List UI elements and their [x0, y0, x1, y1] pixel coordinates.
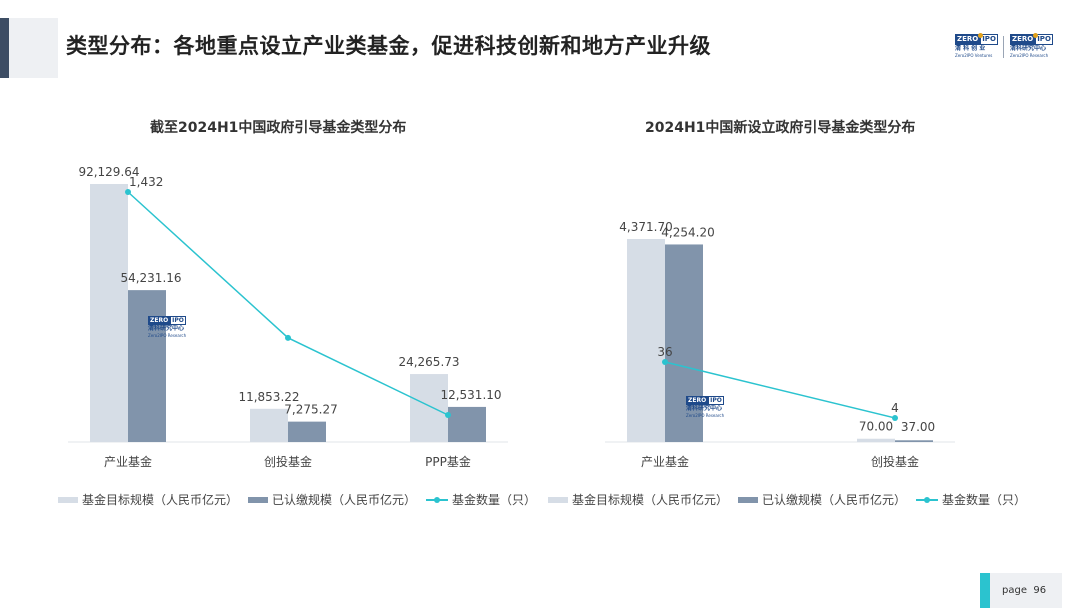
logo-zero-text: ZERO	[955, 34, 981, 45]
data-label-count-0: 1,432	[129, 175, 163, 189]
category-label-2: PPP基金	[425, 454, 471, 469]
legend-line-count	[426, 496, 449, 503]
legend-label-target: 基金目标规模（人民币亿元）	[82, 493, 239, 507]
legend-line-count	[916, 496, 939, 503]
data-label-paid-1: 37.00	[901, 420, 935, 434]
legend-swatch-paid	[248, 496, 269, 503]
count-line	[127, 191, 449, 416]
count-line	[664, 361, 896, 419]
chart-left: 92,129.64 54,231.16 产业基金 11,853.227,275.27 创…	[68, 165, 508, 469]
logo-divider	[1003, 36, 1004, 58]
legend-label-count: 基金数量（只）	[452, 493, 537, 507]
watermark-logo-right: ZERO IPO 清科研究中心 Zero2IPO Research	[686, 396, 726, 422]
watermark-ipo-text: IPO	[708, 396, 724, 405]
data-label-paid-2: 12,531.10	[440, 388, 501, 402]
legend-item-paid: 已认缴规模（人民币亿元）	[248, 491, 416, 508]
logo-cn-text: 清科研究中心	[1010, 45, 1047, 52]
data-label-target-0: 92,129.64	[78, 165, 139, 179]
logo-cn-text: 清 科 创 业	[955, 45, 986, 52]
category-label-0: 产业基金	[104, 454, 152, 469]
bar-paid-0	[665, 244, 703, 442]
category-label-1: 创投基金	[264, 454, 312, 469]
logo-ipo-text: IPO	[1033, 33, 1053, 45]
bar-target-2	[410, 374, 448, 442]
legend-left: 基金目标规模（人民币亿元） 已认缴规模（人民币亿元） 基金数量（只）	[58, 491, 546, 508]
zero2ipo-research-logo: ZERO IPO 清科研究中心 Zero2IPO Research	[1010, 33, 1054, 60]
watermark-logo-left: ZERO IPO 清科研究中心 Zero2IPO Research	[148, 316, 188, 342]
bar-target-0	[90, 184, 128, 442]
legend-item-paid: 已认缴规模（人民币亿元）	[738, 491, 906, 508]
bar-paid-0	[128, 290, 166, 442]
legend-swatch-target	[548, 496, 568, 503]
count-point-0	[125, 189, 131, 195]
legend-swatch-target	[58, 496, 78, 503]
chart-title-right: 2024H1中国新设立政府引导基金类型分布	[645, 120, 916, 136]
page-number: page 96	[1002, 585, 1046, 596]
logo-zero-text: ZERO	[1010, 34, 1036, 45]
watermark-cn-text: 清科研究中心	[686, 405, 723, 412]
data-label-paid-1: 7,275.27	[284, 403, 337, 417]
data-label-target-0: 4,371.70	[619, 220, 672, 234]
watermark-zero-text: ZERO	[148, 316, 171, 325]
header-accent-block	[0, 18, 58, 78]
data-label-count-1: 4	[891, 401, 899, 415]
logo-en-text: Zero2IPO Research	[1010, 53, 1049, 58]
legend-label-count: 基金数量（只）	[942, 493, 1027, 507]
logo-ipo-text: IPO	[978, 33, 998, 45]
bar-target-1	[857, 438, 895, 442]
header-accent-bar	[0, 18, 9, 78]
legend-swatch-paid	[738, 496, 759, 503]
data-label-paid-0: 54,231.16	[120, 271, 181, 285]
category-label-0: 产业基金	[641, 454, 689, 469]
count-point-1	[892, 415, 898, 421]
legend-item-target: 基金目标规模（人民币亿元）	[58, 491, 238, 508]
data-label-target-1: 11,853.22	[238, 390, 299, 404]
page-title: 类型分布：各地重点设立产业类基金，促进科技创新和地方产业升级	[66, 34, 711, 58]
watermark-cn-text: 清科研究中心	[148, 325, 185, 332]
chart-title-left: 截至2024H1中国政府引导基金类型分布	[150, 120, 407, 136]
bar-target-0	[627, 239, 665, 442]
count-point-1	[285, 334, 291, 341]
footer-accent-bar	[980, 573, 990, 608]
count-point-0	[662, 359, 668, 365]
watermark-en-text: Zero2IPO Research	[148, 333, 187, 338]
watermark-en-text: Zero2IPO Research	[686, 413, 725, 418]
data-label-target-1: 70.00	[859, 420, 893, 434]
data-label-paid-0: 4,254.20	[661, 225, 714, 239]
page-number-value: 96	[1033, 585, 1047, 596]
count-point-2	[445, 412, 451, 418]
legend-label-paid: 已认缴规模（人民币亿元）	[762, 493, 907, 507]
legend-label-target: 基金目标规模（人民币亿元）	[572, 493, 729, 507]
legend-label-paid: 已认缴规模（人民币亿元）	[272, 493, 417, 507]
legend-item-count: 基金数量（只）	[916, 491, 1026, 508]
category-label-1: 创投基金	[871, 454, 919, 469]
watermark-zero-text: ZERO	[686, 396, 709, 405]
chart-right: 4,371.704,254.20 产业基金 70.00 37.00 创投基金 36 4	[605, 220, 955, 469]
data-label-target-2: 24,265.73	[398, 355, 459, 369]
footer-page-box	[990, 573, 1062, 608]
bar-paid-1	[895, 440, 933, 442]
legend-item-target: 基金目标规模（人民币亿元）	[548, 491, 728, 508]
data-label-count-0: 36	[657, 345, 672, 359]
bar-paid-1	[288, 421, 326, 442]
bar-target-1	[250, 408, 288, 442]
legend-item-count: 基金数量（只）	[426, 491, 536, 508]
page-label-text: page	[1002, 585, 1027, 596]
legend-right: 基金目标规模（人民币亿元） 已认缴规模（人民币亿元） 基金数量（只）	[548, 491, 1036, 508]
bar-paid-2	[448, 406, 486, 442]
logo-en-text: Zero2IPO Ventures	[955, 53, 993, 58]
watermark-ipo-text: IPO	[170, 316, 186, 325]
zero2ipo-ventures-logo: ZERO IPO 清 科 创 业 Zero2IPO Ventures	[955, 33, 999, 60]
